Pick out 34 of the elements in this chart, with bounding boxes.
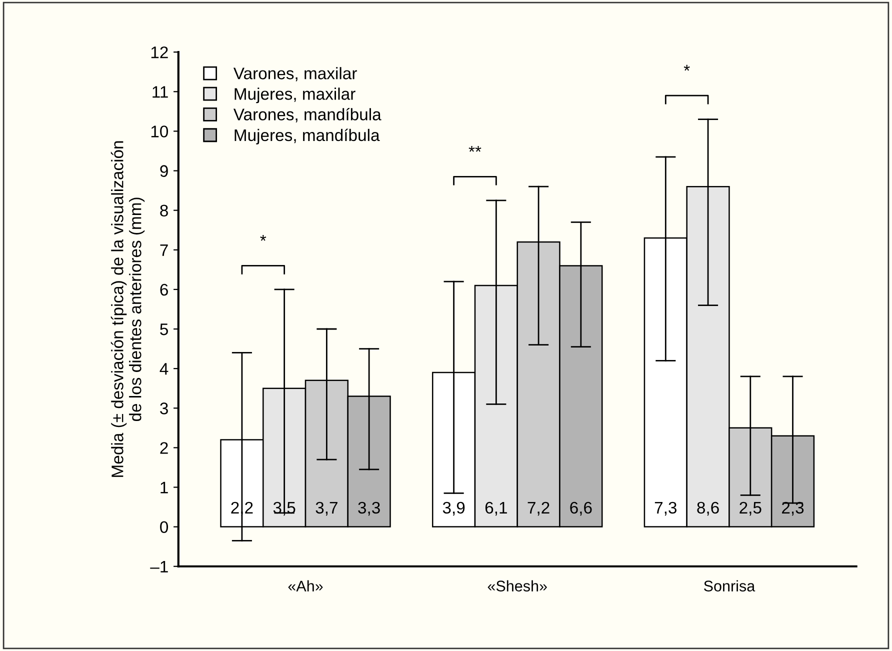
data-label: 6,6 bbox=[570, 502, 592, 516]
data-label: 3,7 bbox=[316, 502, 338, 516]
legend-label: Mujeres, mandíbula bbox=[234, 128, 380, 144]
data-label: 3,9 bbox=[442, 502, 465, 516]
y-axis-title: Media (± desviación típica) de la visualización de los dientes anteriores (mm) bbox=[110, 141, 145, 477]
y-tick-label: 9 bbox=[160, 165, 168, 177]
data-label: 2,5 bbox=[740, 502, 762, 516]
data-label: 6,1 bbox=[485, 502, 507, 516]
y-tick-label: 7 bbox=[160, 244, 168, 256]
y-tick-label: 0 bbox=[160, 521, 168, 534]
y-tick-label: 2 bbox=[160, 442, 168, 454]
legend-label: Varones, maxilar bbox=[233, 67, 357, 82]
x-tick-label: «Shesh» bbox=[488, 580, 547, 592]
y-tick-label: 11 bbox=[152, 86, 168, 98]
y-tick-label: 4 bbox=[160, 363, 168, 375]
data-label: 8,6 bbox=[697, 502, 719, 516]
annotation: * bbox=[684, 64, 690, 71]
annotation: * bbox=[260, 234, 266, 241]
y-tick-label: 3 bbox=[160, 402, 168, 414]
legend-label: Mujeres, maxilar bbox=[234, 88, 356, 104]
data-label: 7,2 bbox=[528, 502, 550, 516]
y-tick-label: 6 bbox=[160, 284, 168, 296]
y-tick-label: 8 bbox=[160, 204, 168, 217]
legend-label: Varones, mandíbula bbox=[233, 108, 382, 122]
y-tick-label: 10 bbox=[151, 126, 168, 138]
y-tick-label: 12 bbox=[151, 46, 168, 58]
x-tick-label: Sonrisa bbox=[704, 580, 756, 592]
x-tick-label: «Ah» bbox=[288, 580, 323, 592]
data-label: 7,3 bbox=[654, 502, 677, 516]
annotation: ** bbox=[468, 146, 482, 152]
y-tick-label: 5 bbox=[160, 324, 168, 336]
y-tick-label: –1 bbox=[150, 560, 168, 572]
data-label: 3,3 bbox=[358, 502, 380, 516]
y-tick-label: 1 bbox=[160, 482, 168, 494]
